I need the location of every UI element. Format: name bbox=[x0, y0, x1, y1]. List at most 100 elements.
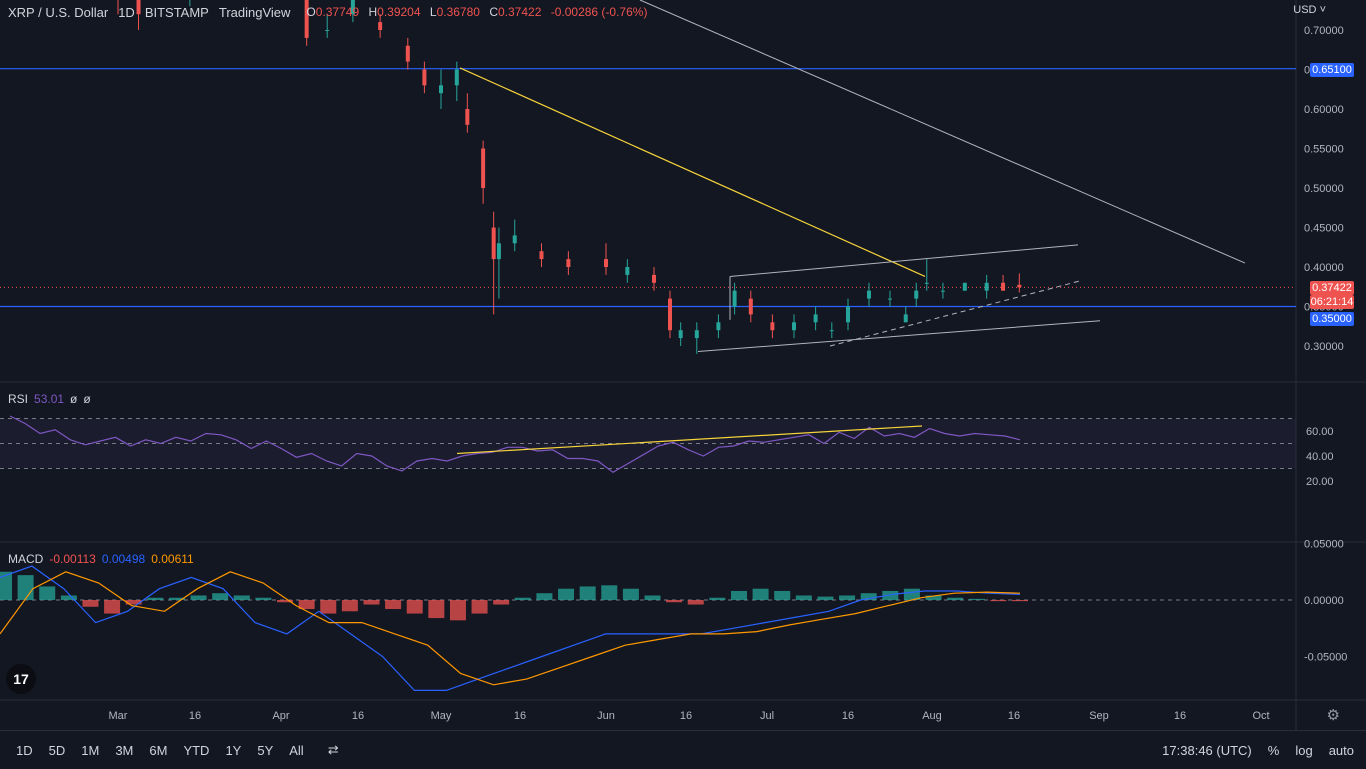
macd-legend: MACD -0.00113 0.00498 0.00611 bbox=[8, 552, 194, 566]
macd-histogram-bar bbox=[449, 600, 466, 621]
macd-histogram-bar bbox=[0, 571, 12, 600]
candle-body bbox=[748, 298, 753, 315]
timeframe-all[interactable]: All bbox=[289, 742, 304, 758]
rsi-tick-label: 20.00 bbox=[1306, 476, 1334, 488]
candle-body bbox=[454, 69, 459, 86]
macd-histogram-bar bbox=[882, 590, 899, 600]
low-label: L bbox=[429, 5, 437, 19]
macd-histogram-bar bbox=[990, 600, 1007, 602]
macd-histogram-bar bbox=[341, 600, 358, 612]
macd-histogram-bar bbox=[406, 600, 423, 614]
time-tick-label: 16 bbox=[189, 710, 201, 722]
low-value: 0.36780 bbox=[436, 5, 480, 19]
macd-histogram-bar bbox=[39, 586, 56, 600]
timeframe-ytd[interactable]: YTD bbox=[183, 742, 210, 758]
compare-icon[interactable]: ⇄ bbox=[327, 742, 339, 757]
macd-histogram-bar bbox=[255, 597, 272, 600]
rsi-param-2: ø bbox=[83, 392, 91, 406]
macd-tick-label: -0.05000 bbox=[1304, 652, 1347, 664]
timeframe-1y[interactable]: 1Y bbox=[225, 742, 242, 758]
gear-icon[interactable]: ⚙ bbox=[1326, 707, 1340, 724]
tradingview-logo[interactable]: 17 bbox=[6, 664, 36, 694]
log-scale-toggle[interactable]: log bbox=[1295, 742, 1313, 758]
candle-body bbox=[924, 282, 929, 284]
macd-histogram-bar bbox=[730, 590, 747, 600]
macd-histogram-bar bbox=[493, 600, 510, 605]
candle-body bbox=[867, 290, 871, 299]
candle-body bbox=[914, 290, 919, 299]
bar-countdown-tag: 06:21:14 bbox=[1310, 295, 1354, 309]
macd-hist-value: -0.00113 bbox=[49, 552, 96, 566]
macd-label[interactable]: MACD bbox=[8, 552, 44, 566]
timeframe-1d[interactable]: 1D bbox=[16, 742, 33, 758]
symbol-exchange: BITSTAMP bbox=[144, 4, 209, 20]
currency-selector[interactable]: USD ˅ bbox=[1293, 4, 1326, 16]
macd-histogram-bar bbox=[947, 597, 964, 600]
candle-body bbox=[378, 22, 383, 30]
percent-scale-toggle[interactable]: % bbox=[1267, 742, 1280, 758]
resistance-price-tag: 0.65100 bbox=[1310, 63, 1354, 77]
dashed-support-line bbox=[829, 279, 1083, 347]
time-tick-label: 16 bbox=[680, 710, 692, 722]
utc-clock[interactable]: 17:38:46 (UTC) bbox=[1162, 742, 1252, 758]
timeframe-3m[interactable]: 3M bbox=[115, 742, 134, 758]
rsi-line bbox=[9, 415, 1021, 474]
candle-body bbox=[668, 298, 672, 331]
macd-histogram-bar bbox=[752, 588, 769, 600]
macd-signal-line bbox=[0, 571, 1021, 686]
candle-body bbox=[465, 109, 470, 125]
macd-tick-label: 0.05000 bbox=[1304, 539, 1344, 551]
candle-body bbox=[439, 85, 443, 94]
time-tick-label: 16 bbox=[1174, 710, 1186, 722]
candle-body bbox=[732, 290, 737, 307]
timeframe-5d[interactable]: 5D bbox=[48, 742, 66, 758]
candle-body bbox=[792, 322, 796, 331]
macd-histogram-bar bbox=[903, 588, 920, 600]
timeframe-5y[interactable]: 5Y bbox=[257, 742, 274, 758]
candle-body bbox=[304, 0, 309, 38]
rsi-tick-label: 60.00 bbox=[1306, 426, 1334, 438]
change-value: -0.00286 (-0.76%) bbox=[550, 5, 648, 19]
rsi-value: 53.01 bbox=[34, 392, 65, 406]
macd-histogram-bar bbox=[709, 597, 726, 600]
candle-body bbox=[652, 274, 656, 283]
candle-body bbox=[422, 69, 427, 86]
macd-histogram-bar bbox=[233, 595, 250, 600]
chevron-down-icon: ˅ bbox=[1316, 4, 1326, 16]
macd-histogram-bar bbox=[60, 595, 77, 600]
ohlc-values: O0.37749 H0.39204 L0.36780 C0.37422 -0.0… bbox=[306, 5, 653, 19]
macd-histogram-bar bbox=[104, 600, 121, 614]
price-tick-label: 0.45000 bbox=[1304, 223, 1344, 235]
candle-body bbox=[962, 282, 967, 291]
symbol-interval[interactable]: 1D bbox=[118, 4, 135, 20]
macd-histogram-bar bbox=[125, 600, 142, 605]
macd-histogram-bar bbox=[839, 595, 856, 600]
macd-histogram-bar bbox=[298, 600, 315, 610]
macd-line bbox=[0, 565, 1021, 692]
macd-histogram-bar bbox=[82, 600, 99, 607]
channel-upper-line bbox=[729, 244, 1079, 277]
rsi-label[interactable]: RSI bbox=[8, 392, 29, 406]
timeframe-1m[interactable]: 1M bbox=[81, 742, 100, 758]
candle-body bbox=[539, 251, 544, 260]
symbol-name[interactable]: XRP / U.S. Dollar bbox=[8, 4, 109, 20]
time-tick-label: Sep bbox=[1089, 710, 1109, 722]
macd-histogram-bar bbox=[860, 593, 877, 600]
macd-histogram-bar bbox=[277, 600, 294, 603]
candle-body bbox=[1001, 282, 1006, 291]
candle-body bbox=[813, 314, 818, 323]
last-price-tag: 0.37422 bbox=[1310, 281, 1354, 295]
rsi-legend: RSI 53.01 ø ø bbox=[8, 392, 91, 406]
candle-body bbox=[350, 0, 355, 15]
auto-scale-toggle[interactable]: auto bbox=[1328, 742, 1354, 758]
time-tick-label: 16 bbox=[1008, 710, 1020, 722]
timeframe-6m[interactable]: 6M bbox=[149, 742, 168, 758]
long-trend-line bbox=[639, 0, 1246, 264]
macd-histogram-bar bbox=[471, 600, 488, 614]
macd-histogram-bar bbox=[363, 600, 380, 605]
candle-body bbox=[829, 330, 834, 332]
time-tick-label: Apr bbox=[272, 710, 289, 722]
price-tick-label: 0.50000 bbox=[1304, 183, 1344, 195]
candle-body bbox=[940, 290, 945, 292]
